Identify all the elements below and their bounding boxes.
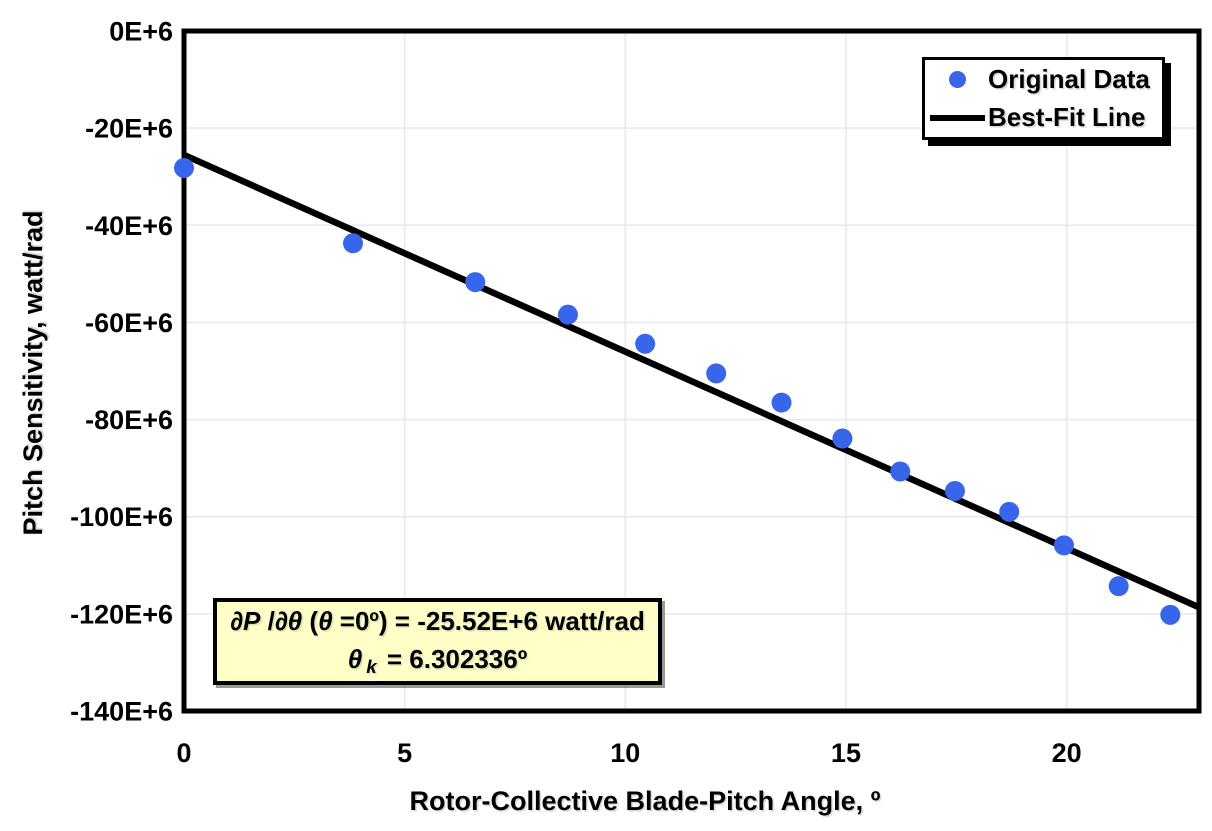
data-point	[771, 392, 792, 413]
legend-dot-swatch	[949, 70, 966, 88]
legend-item-best-fit-line: Best-Fit Line	[925, 99, 1162, 137]
legend-label: Best-Fit Line	[988, 102, 1146, 133]
data-point	[1053, 535, 1074, 556]
annotation-text-segment: θ	[347, 644, 363, 674]
data-point	[944, 480, 965, 501]
legend: Original Data Best-Fit Line	[922, 57, 1165, 140]
y-tick-label: -140E+6	[70, 697, 173, 727]
y-axis-title: Pitch Sensitivity, watt/rad	[18, 210, 48, 536]
annotation-text-segment: θ	[318, 606, 333, 636]
annotation-text-segment: k	[366, 655, 377, 677]
legend-label: Original Data	[988, 63, 1150, 94]
data-point	[174, 157, 194, 178]
annotation-text-segment: =0º) = -25.52E+6 watt/rad	[332, 606, 645, 636]
x-tick-label: 0	[176, 738, 191, 768]
data-point	[832, 428, 853, 449]
annotation-text-segment: = 6.302336º	[379, 644, 528, 674]
x-tick-label: 10	[610, 738, 640, 768]
data-point	[1108, 576, 1129, 597]
y-tick-label: -40E+6	[85, 211, 173, 241]
data-point	[706, 363, 727, 384]
annotation-line-1: ∂P /∂θ (θ =0º) = -25.52E+6 watt/rad	[230, 602, 645, 640]
data-point	[557, 304, 578, 325]
x-tick-label: 5	[397, 738, 412, 768]
legend-line-swatch	[930, 114, 985, 121]
x-tick-label: 20	[1052, 738, 1082, 768]
data-point	[1160, 604, 1181, 625]
data-point	[465, 272, 486, 293]
y-tick-label: -120E+6	[70, 599, 173, 629]
data-point	[999, 501, 1020, 522]
annotation-text-segment: ∂θ	[274, 606, 303, 636]
data-point	[890, 461, 911, 482]
best-fit-line	[182, 151, 1201, 611]
x-tick-label: 15	[831, 738, 861, 768]
y-tick-label: -20E+6	[85, 114, 173, 144]
legend-item-original-data: Original Data	[925, 60, 1162, 98]
annotation-text-segment: (	[302, 606, 319, 636]
y-tick-label: -100E+6	[70, 502, 173, 532]
x-axis-title: Rotor-Collective Blade-Pitch Angle, º	[409, 786, 881, 816]
annotation-text-segment: ∂P	[230, 606, 261, 636]
plot-border	[181, 28, 1202, 714]
annotation-text-segment: /	[260, 606, 275, 636]
y-tick-label: -80E+6	[85, 405, 173, 435]
data-point	[635, 333, 656, 354]
y-tick-label: -60E+6	[85, 308, 173, 338]
y-tick-label: 0E+6	[109, 17, 173, 47]
data-point	[343, 233, 364, 254]
